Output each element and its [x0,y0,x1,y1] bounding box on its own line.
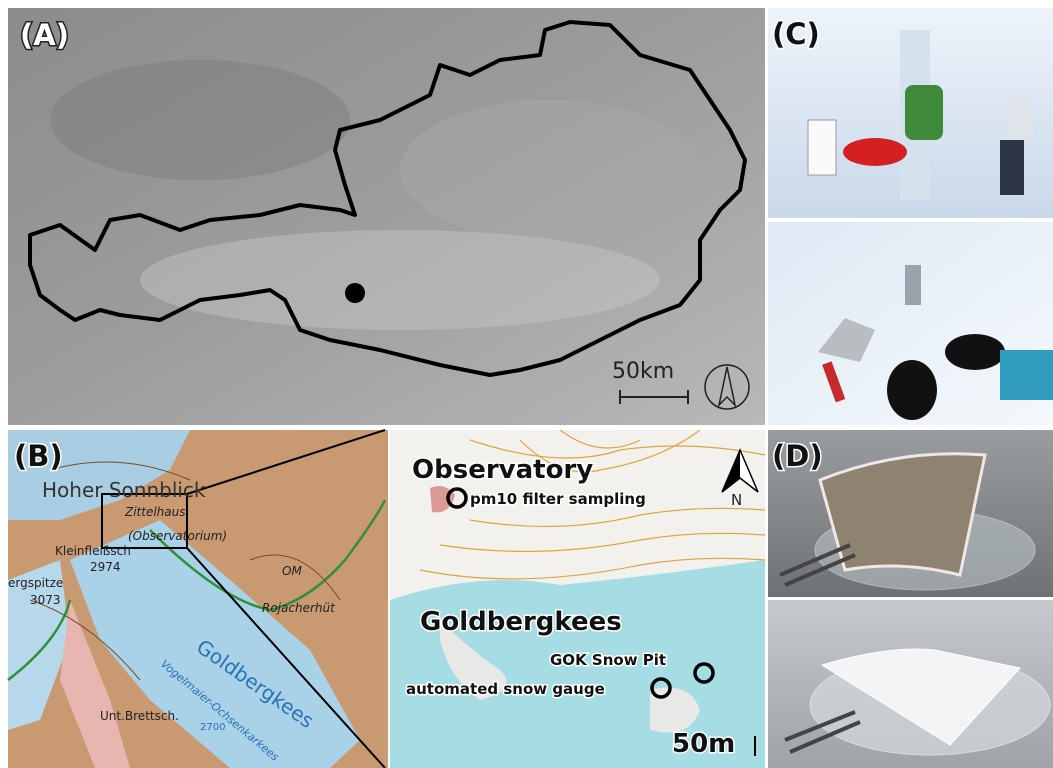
filter [818,452,987,577]
map-label: (Observatorium) [128,529,227,543]
contour [439,532,766,552]
map-label: ergspitze [8,576,63,590]
alps [140,230,660,330]
gauge-marker [650,677,672,699]
trowel [818,318,875,362]
north-label: N [731,491,742,509]
map-label: Unt.Brettsch. [100,709,179,723]
contour [469,439,766,459]
contour [29,461,341,681]
trowel-handle [822,361,846,403]
north-arrow [717,366,737,408]
panel-b-inset: Observatory pm10 filter sampling N Goldb… [390,429,766,768]
trail [7,499,387,681]
sampler [905,265,921,305]
panel-d: (D) [768,430,1053,768]
map-label: 2974 [90,560,121,574]
map-label: Rojacherhüt [262,601,336,615]
glacier [70,520,360,768]
rock [440,620,507,700]
contour [559,429,641,449]
north-arrow [722,450,740,492]
panel-b-map: Hoher Sonnblick Zittelhaus (Observatoriu… [7,429,388,768]
panel-a: 50km (A) [8,8,765,425]
site-label: pm10 filter sampling [470,490,646,508]
glove [945,334,1005,370]
contour [469,507,766,528]
tweezers [779,543,856,587]
map-label: Kleinfleißsch [55,544,131,558]
ridge [60,600,130,768]
panel-label: (A) [20,18,69,52]
clipboard [807,119,837,176]
map-label: 2700 [200,722,225,733]
jacket [1000,350,1053,400]
person [905,85,943,140]
map-label: OM [282,564,302,578]
panel-label: (C) [772,17,820,51]
glacier [8,430,190,520]
glacier-label: Goldbergkees [420,607,622,637]
scale-label: 50m [672,729,735,759]
panel-c: (C) [768,8,1053,425]
austria-border [28,20,747,377]
glacier [8,560,70,730]
pit-marker [693,662,715,684]
person [1005,97,1033,142]
contour [419,557,766,580]
rock [650,687,700,733]
panel-label: (D) [772,439,823,473]
zoom-box [101,493,188,549]
map-label: Zittelhaus [124,505,186,519]
glove [887,360,937,420]
filter [820,648,1021,746]
site-marker [446,487,468,509]
tweezers [784,710,861,754]
terrain [50,60,350,180]
map-label: Hoher Sonnblick [42,478,206,502]
scale-bar [619,390,689,404]
pit-label: GOK Snow Pit [550,651,666,669]
zoom-line [186,429,386,768]
terrain [400,100,700,240]
inset-title: Observatory [412,455,593,485]
map-label: 3073 [30,593,61,607]
scale-label: 50km [612,359,674,384]
gauge-label: automated snow gauge [406,680,605,698]
contour [519,429,701,473]
north-arrow [704,364,750,410]
site-marker [345,283,365,303]
panel-label: (B) [14,439,63,473]
person [1000,140,1024,195]
person [843,138,907,166]
